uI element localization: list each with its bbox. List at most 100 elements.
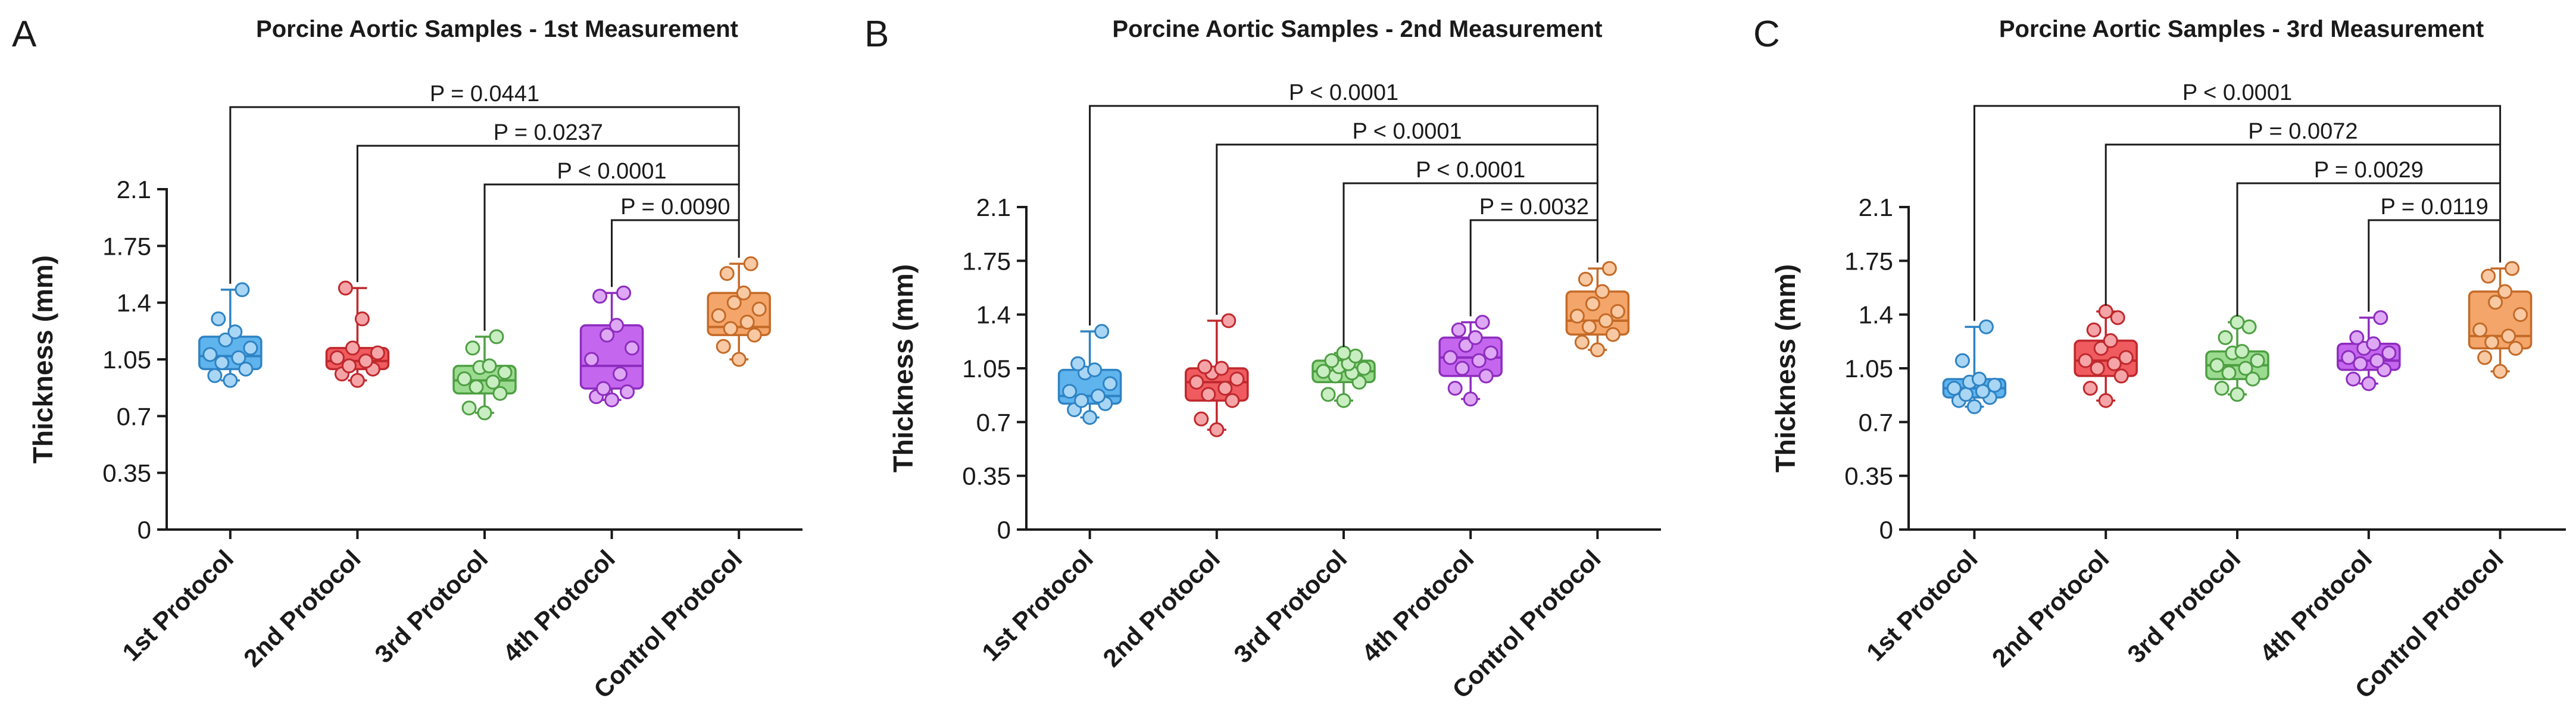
significance-bracket [1469,219,1598,317]
y-tick-label: 2.1 [976,193,1011,221]
data-point [1225,393,1240,408]
data-point [2477,350,2493,365]
data-point [620,384,635,399]
x-tick-label: 3rd Protocol [369,544,493,668]
panel-letter: C [1753,14,1780,55]
data-point [457,371,472,387]
y-tick-label: 0.7 [1859,408,1893,436]
data-point [711,308,726,323]
data-point [2349,330,2365,345]
data-point [1574,334,1590,350]
data-point [207,368,223,383]
data-point [358,353,373,369]
p-value-label: P = 0.0119 [2381,195,2488,220]
data-point [1217,381,1233,396]
data-point [1091,388,1106,403]
y-tick-label: 0.35 [962,462,1011,490]
data-point [1598,313,1613,328]
p-value-label: P < 0.0001 [1289,80,1398,105]
data-point [235,282,250,298]
y-tick-label: 1.05 [962,355,1011,383]
chart-title: Porcine Aortic Samples - 2nd Measurement [1112,16,1602,42]
x-tick-label: Control Protocol [2349,544,2509,704]
data-point [1062,384,1078,399]
data-point [2098,304,2113,320]
x-tick-label: 1st Protocol [976,544,1098,666]
data-point [613,367,628,382]
y-tick-label: 1.05 [102,346,151,374]
data-point [338,280,353,296]
data-point [2501,328,2516,344]
data-point [1454,361,1470,376]
data-point [223,372,238,388]
x-tick-label: 4th Protocol [497,544,620,667]
y-axis-label: Thickness (mm) [888,264,919,472]
data-point [461,400,477,416]
data-point [609,318,625,333]
data-point [492,386,508,401]
y-tick-label: 0.7 [976,408,1011,436]
data-point [1578,271,1593,287]
data-point [1463,392,1478,407]
data-point [2353,356,2368,371]
significance-bracket [611,219,740,287]
data-point [370,345,385,361]
data-point [747,327,762,343]
panel-letter: B [864,14,889,55]
data-point [1475,315,1490,330]
data-point [2513,307,2528,322]
data-point [477,405,492,421]
significance-bracket [229,106,740,284]
data-point [1214,361,1229,376]
significance-bracket [2368,219,2502,312]
data-point [497,365,513,380]
data-point [2497,284,2513,299]
y-axis-label: Thickness (mm) [1770,264,1801,472]
data-point [1209,422,1225,437]
data-point [238,361,254,377]
p-value-label: P = 0.0032 [1479,195,1589,220]
data-point [726,295,742,311]
data-point [329,350,345,365]
y-tick-label: 0 [1879,516,1893,544]
data-point [1978,319,1994,334]
y-tick-label: 1.75 [1844,247,1893,275]
data-point [604,392,620,408]
data-point [1197,359,1213,374]
data-point [2078,353,2093,368]
significance-bracket [1216,143,1598,315]
data-point [599,327,615,343]
data-point [485,374,501,390]
data-point [1324,353,1339,368]
data-point [1336,345,1351,361]
y-tick-label: 1.4 [1859,301,1893,329]
data-point [2505,261,2520,276]
significance-bracket [1973,105,2502,321]
data-point [1356,361,1372,376]
data-point [2238,361,2253,376]
data-point [1447,381,1463,396]
data-point [243,340,258,356]
data-point [1336,393,1351,408]
data-point [1094,324,1110,339]
p-value-label: P < 0.0001 [1416,158,1525,183]
x-tick-label: 3rd Protocol [1228,544,1352,668]
data-point [1478,368,1494,384]
data-point [2381,345,2397,361]
data-point [1070,356,1086,371]
data-point [469,379,484,394]
chart-panel-a: A Porcine Aortic Samples - 1st Measuremen… [12,14,803,704]
data-point [211,311,226,327]
data-point [2230,387,2245,402]
data-point [2369,353,2385,368]
data-point [218,332,233,347]
data-point [625,340,640,356]
data-point [489,329,504,345]
data-point [2481,268,2496,284]
chart-panel-c: C Porcine Aortic Samples - 3rd Measuremen… [1753,14,2566,704]
significance-bracket [2236,182,2502,317]
data-point [482,358,497,374]
data-point [2366,336,2381,352]
data-point [1971,371,1987,387]
